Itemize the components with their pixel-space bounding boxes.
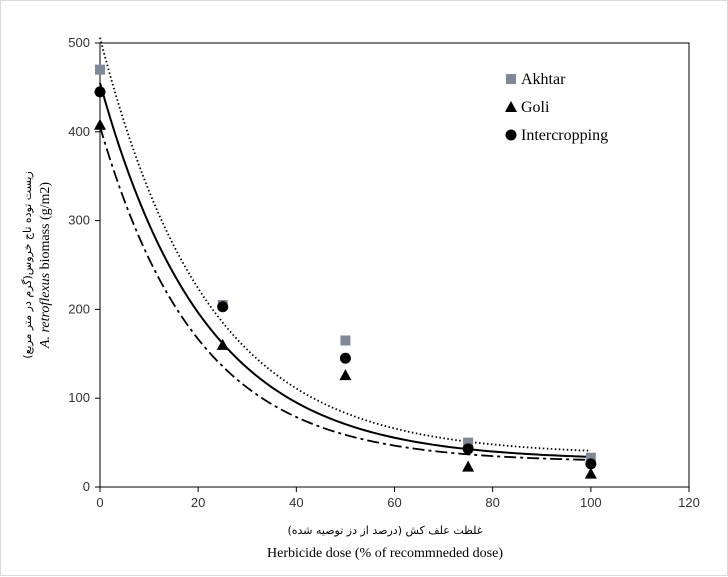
y-tick-label: 200 xyxy=(68,301,90,316)
x-tick-label: 40 xyxy=(289,495,303,510)
point-akhtar xyxy=(585,452,596,463)
plot-area xyxy=(99,42,690,488)
y-axis-title-unit: biomass (g/m2) xyxy=(38,182,53,273)
point-goli xyxy=(216,338,229,350)
point-akhtar xyxy=(95,64,105,75)
point-goli xyxy=(584,467,597,479)
legend-label-akhtar: Akhtar xyxy=(521,71,566,88)
x-tick-label: 20 xyxy=(191,495,205,510)
x-axis-title-persian: غلظت علف کش (درصد از دز توصیه شده) xyxy=(287,524,482,537)
point-goli xyxy=(339,369,352,381)
x-axis-title: Herbicide dose (% of recommneded dose) xyxy=(267,546,503,561)
point-intercropping xyxy=(217,301,229,313)
legend-label-intercropping: Intercropping xyxy=(521,127,608,144)
data-points xyxy=(94,64,597,479)
legend-marker-akhtar xyxy=(506,74,516,84)
y-axis-title: A. retroflexus biomass (g/m2) xyxy=(38,182,53,350)
legend: Akhtar Goli Intercropping xyxy=(505,71,608,144)
point-goli xyxy=(94,118,106,130)
y-axis-title-species: A. retroflexus xyxy=(38,272,53,349)
x-tick-label: 80 xyxy=(485,495,499,510)
point-akhtar xyxy=(463,437,474,448)
y-tick-label: 100 xyxy=(68,390,90,405)
legend-label-goli: Goli xyxy=(521,99,550,116)
fit-curve-intercropping xyxy=(99,82,591,458)
x-tick-label: 60 xyxy=(387,495,401,510)
x-tick-label: 100 xyxy=(580,495,602,510)
point-akhtar xyxy=(340,335,351,346)
point-intercropping xyxy=(462,443,474,455)
point-intercropping xyxy=(339,352,351,364)
fit-curve-goli xyxy=(99,126,591,461)
y-tick-label: 300 xyxy=(68,213,90,228)
x-tick-label: 0 xyxy=(96,495,103,510)
point-intercropping xyxy=(585,458,597,470)
y-tick-label: 500 xyxy=(68,35,90,50)
ticks-layer: 0 20 40 60 80 100 120 0 100 200 300 400 500 xyxy=(68,35,700,510)
legend-marker-goli xyxy=(505,101,517,112)
y-axis-title-persian: زیست توده تاج خروس(گرم در متر مربع) xyxy=(21,171,34,359)
legend-marker-intercropping xyxy=(505,129,517,141)
x-tick-label: 120 xyxy=(678,495,700,510)
point-intercropping xyxy=(94,86,106,98)
y-tick-label: 400 xyxy=(68,124,90,139)
fit-curves xyxy=(99,37,591,461)
point-goli xyxy=(462,460,475,472)
y-tick-label: 0 xyxy=(83,479,90,494)
